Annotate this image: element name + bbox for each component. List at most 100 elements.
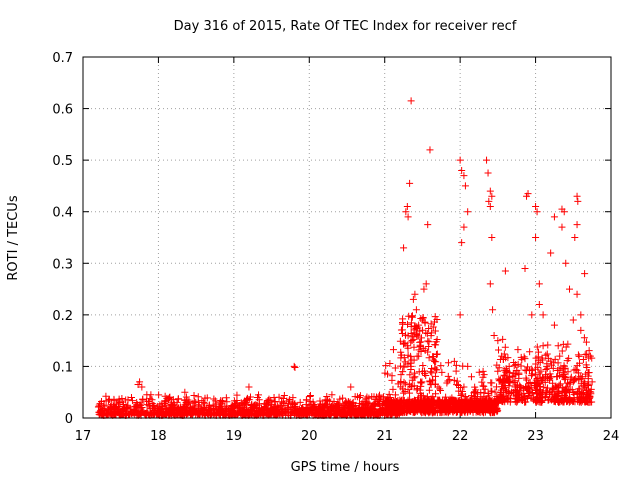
- roti-point: [453, 377, 461, 385]
- roti-point: [513, 367, 521, 375]
- roti-point: [450, 376, 458, 384]
- roti-point: [128, 410, 136, 418]
- roti-point: [583, 394, 591, 402]
- roti-point: [425, 325, 433, 333]
- roti-point: [425, 386, 433, 394]
- roti-point: [428, 400, 436, 408]
- roti-point: [425, 343, 433, 351]
- roti-point: [200, 398, 208, 406]
- roti-point: [437, 362, 445, 370]
- y-tick-label: 0.5: [52, 154, 73, 169]
- roti-point: [169, 404, 177, 412]
- roti-point: [134, 380, 142, 388]
- x-tick-label: 24: [603, 429, 620, 444]
- roti-point: [98, 398, 106, 406]
- roti-point: [161, 399, 169, 407]
- roti-point: [538, 376, 546, 384]
- roti-point: [484, 169, 492, 177]
- roti-point: [576, 385, 584, 393]
- roti-point: [486, 280, 494, 288]
- roti-point: [566, 285, 574, 293]
- roti-point: [411, 290, 419, 298]
- roti-point: [405, 312, 413, 320]
- roti-point: [418, 368, 426, 376]
- roti-point: [425, 354, 433, 362]
- roti-point: [385, 390, 393, 398]
- roti-point: [288, 400, 296, 408]
- roti-point: [560, 208, 568, 216]
- roti-point: [265, 399, 273, 407]
- roti-point: [411, 401, 419, 409]
- roti-point: [165, 394, 173, 402]
- roti-point: [431, 380, 439, 388]
- roti-point: [245, 383, 253, 391]
- roti-point: [460, 383, 468, 391]
- roti-point: [442, 408, 450, 416]
- roti-point: [431, 327, 439, 335]
- roti-point: [359, 401, 367, 409]
- roti-point: [406, 371, 414, 379]
- chart-title: Day 316 of 2015, Rate Of TEC Index for r…: [174, 19, 517, 34]
- roti-point: [403, 342, 411, 350]
- roti-point: [377, 394, 385, 402]
- roti-point: [582, 361, 590, 369]
- x-tick-label: 20: [301, 429, 318, 444]
- roti-point: [408, 405, 416, 413]
- roti-point: [218, 407, 226, 415]
- roti-point: [126, 405, 134, 413]
- roti-point: [386, 360, 394, 368]
- x-tick-label: 21: [376, 429, 393, 444]
- roti-point: [108, 405, 116, 413]
- roti-point: [574, 369, 582, 377]
- roti-point: [173, 410, 181, 418]
- roti-point: [546, 376, 554, 384]
- roti-point: [461, 182, 469, 190]
- roti-point: [535, 301, 543, 309]
- roti-point: [584, 375, 592, 383]
- roti-point: [544, 341, 552, 349]
- roti-point: [486, 203, 494, 211]
- y-tick-label: 0.6: [52, 103, 73, 118]
- roti-point: [387, 397, 395, 405]
- roti-point: [190, 404, 198, 412]
- roti-point: [531, 378, 539, 386]
- roti-point: [437, 409, 445, 417]
- roti-point: [418, 378, 426, 386]
- roti-point: [486, 187, 494, 195]
- roti-point: [96, 407, 104, 415]
- roti-point: [383, 398, 391, 406]
- roti-point: [409, 295, 417, 303]
- roti-point: [535, 390, 543, 398]
- roti-point: [550, 213, 558, 221]
- roti-point: [271, 397, 279, 405]
- roti-point: [382, 362, 390, 370]
- roti-point: [497, 393, 505, 401]
- roti-point: [386, 407, 394, 415]
- roti-point: [488, 387, 496, 395]
- roti-point: [502, 354, 510, 362]
- roti-point: [252, 411, 260, 419]
- roti-point: [554, 342, 562, 350]
- roti-point: [376, 396, 384, 404]
- roti-point: [561, 374, 569, 382]
- roti-point: [565, 354, 573, 362]
- roti-point: [291, 363, 299, 371]
- roti-point: [517, 384, 525, 392]
- roti-point: [399, 368, 407, 376]
- roti-point: [430, 318, 438, 326]
- roti-point: [408, 333, 416, 341]
- roti-point: [358, 400, 366, 408]
- roti-point: [166, 409, 174, 417]
- roti-point: [546, 389, 554, 397]
- roti-point: [475, 368, 483, 376]
- roti-point: [585, 382, 593, 390]
- roti-point: [547, 249, 555, 257]
- roti-point: [499, 335, 507, 343]
- roti-point: [501, 267, 509, 275]
- roti-point: [418, 334, 426, 342]
- roti-point: [431, 372, 439, 380]
- roti-point: [453, 381, 461, 389]
- roti-point: [327, 406, 335, 414]
- roti-point: [485, 406, 493, 414]
